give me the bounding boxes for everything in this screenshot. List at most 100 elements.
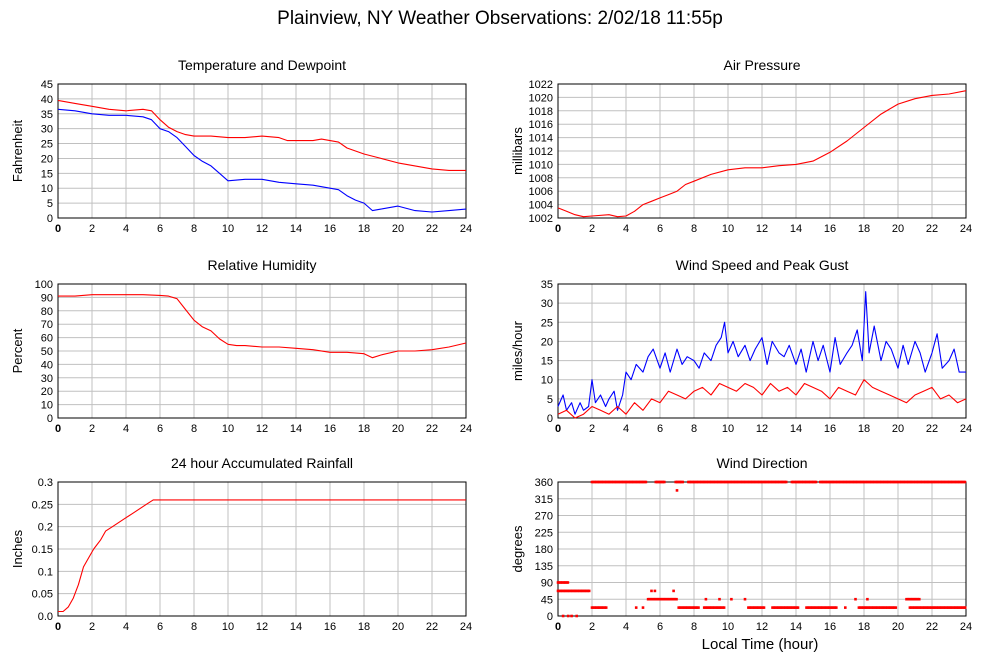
direction-point [772, 480, 775, 484]
direction-point [898, 480, 901, 484]
direction-point [644, 480, 648, 484]
direction-point [788, 606, 791, 609]
direction-point [592, 606, 595, 609]
direction-point [887, 606, 890, 609]
direction-point [891, 606, 895, 609]
direction-point [931, 606, 934, 609]
y-tick-label: 1008 [529, 173, 553, 185]
direction-point [810, 606, 814, 609]
direction-point [742, 480, 745, 484]
direction-point [777, 480, 781, 484]
direction-point [864, 606, 868, 609]
direction-point [592, 480, 595, 484]
direction-point [918, 480, 921, 484]
y-tick-label: 35 [41, 109, 53, 121]
direction-point [745, 480, 748, 484]
direction-point [809, 606, 813, 609]
direction-point [865, 480, 869, 484]
direction-point [862, 480, 866, 484]
direction-point [789, 606, 793, 609]
direction-point [939, 606, 943, 609]
direction-point [945, 480, 948, 484]
direction-point [750, 480, 754, 484]
direction-point [663, 480, 666, 484]
direction-point [888, 480, 891, 484]
direction-point [796, 480, 799, 484]
direction-point [689, 480, 693, 484]
direction-point [717, 606, 720, 609]
direction-point [819, 480, 822, 484]
y-tick-label: 20 [41, 386, 53, 398]
direction-point [960, 480, 964, 484]
x-tick-label: 10 [222, 423, 234, 435]
direction-point [641, 606, 645, 609]
x-tick-label: 20 [392, 423, 404, 435]
plot-frame [557, 83, 967, 219]
direction-point [569, 589, 573, 593]
y-tick-label: 30 [41, 124, 53, 136]
direction-point [617, 480, 621, 484]
direction-point [937, 606, 940, 609]
direction-point [927, 606, 930, 609]
y-tick-label: 5 [547, 394, 553, 406]
direction-point [580, 589, 584, 593]
x-tick-label: 6 [657, 621, 663, 633]
direction-point [662, 597, 665, 601]
direction-point [859, 606, 862, 609]
y-tick-label: 0.05 [32, 589, 53, 601]
direction-point [929, 480, 933, 484]
y-tick-label: 30 [41, 373, 53, 385]
y-tick-label: 225 [535, 527, 553, 539]
direction-point [752, 606, 756, 609]
direction-point [933, 480, 937, 484]
direction-point [663, 597, 667, 601]
x-tick-label: 12 [256, 223, 268, 235]
direction-point [758, 606, 761, 609]
direction-point [743, 597, 747, 601]
direction-point [561, 589, 564, 593]
direction-point [870, 480, 873, 484]
direction-point [864, 480, 867, 484]
direction-point [866, 606, 869, 609]
direction-point [760, 480, 764, 484]
direction-point [677, 480, 680, 484]
direction-point [606, 480, 609, 484]
y-tick-label: 100 [35, 279, 53, 291]
y-tick-label: 40 [41, 94, 53, 106]
direction-point [631, 480, 635, 484]
y-tick-label: 0 [47, 413, 53, 425]
y-tick-label: 45 [41, 79, 53, 91]
direction-point [848, 480, 852, 484]
direction-point [949, 480, 952, 484]
direction-point [908, 606, 912, 609]
x-tick-label: 10 [722, 423, 734, 435]
x-tick-label: 2 [589, 621, 595, 633]
direction-point [666, 597, 670, 601]
direction-point [769, 480, 772, 484]
direction-point [822, 606, 825, 609]
direction-point [872, 480, 876, 484]
direction-point [922, 480, 926, 484]
y-tick-label: 360 [535, 477, 553, 489]
direction-point [558, 581, 561, 584]
direction-point [912, 480, 916, 484]
direction-point [850, 480, 853, 484]
direction-point [877, 606, 880, 609]
direction-point [881, 480, 884, 484]
direction-point [709, 480, 713, 484]
direction-point [843, 480, 846, 484]
direction-point [782, 480, 785, 484]
y-axis-label: miles/hour [510, 320, 525, 381]
x-tick-label: 14 [790, 423, 802, 435]
direction-point [861, 480, 865, 484]
direction-point [603, 480, 607, 484]
direction-point [690, 606, 693, 609]
direction-point [556, 589, 560, 593]
x-tick-label: 6 [657, 423, 663, 435]
direction-point [732, 480, 736, 484]
direction-point [820, 480, 823, 484]
y-tick-label: 1004 [529, 200, 553, 212]
bottom-x-axis-label: Local Time (hour) [701, 636, 819, 653]
direction-point [795, 606, 798, 609]
